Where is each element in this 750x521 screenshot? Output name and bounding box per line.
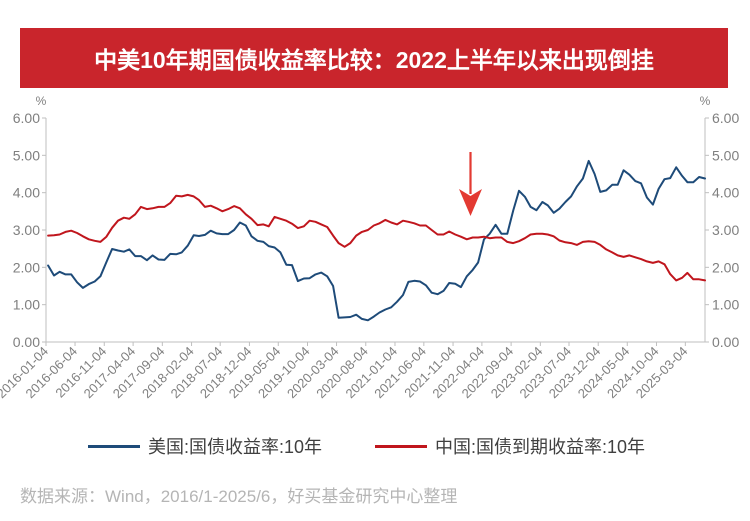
y-tick-label-left: 1.00	[13, 297, 40, 313]
y-tick-label-left: 3.00	[13, 222, 40, 238]
y-tick-label-right: 4.00	[712, 185, 739, 201]
legend-swatch-us	[88, 444, 140, 448]
y-tick-label-left: 6.00	[13, 110, 40, 126]
legend-label-us: 美国:国债收益率:10年	[148, 437, 323, 457]
arrow-head	[459, 189, 482, 216]
y-tick-label-left: 4.00	[13, 185, 40, 201]
y-tick-label-right: 6.00	[712, 110, 739, 126]
y-tick-label-left: 5.00	[13, 147, 40, 163]
series-line-us	[47, 159, 706, 322]
y-unit-left: %	[36, 94, 47, 108]
chart-title: 中美10年期国债收益率比较：2022上半年以来出现倒挂	[20, 28, 728, 88]
legend-item-us: 美国:国债收益率:10年	[88, 434, 322, 458]
line-chart: % % 0.00 0.00 1.00 1.00 2.00 2.00 3.00 3.00 4.00…	[0, 94, 739, 401]
annotation-arrow	[459, 152, 482, 216]
y-tick-label-right: 3.00	[712, 222, 739, 238]
series-line-cn	[47, 193, 706, 282]
legend-item-cn: 中国:国债到期收益率:10年	[375, 434, 645, 458]
y-unit-right: %	[700, 94, 711, 108]
y-tick-label-left: 2.00	[13, 259, 40, 275]
legend-swatch-cn	[375, 444, 427, 448]
y-tick-label-left: 0.00	[13, 334, 40, 350]
source-note: 数据来源：Wind，2016/1-2025/6，好买基金研究中心整理	[20, 487, 458, 506]
y-tick-label-right: 1.00	[712, 297, 739, 313]
legend-label-cn: 中国:国债到期收益率:10年	[435, 437, 646, 457]
plot-area: 0.00 0.00 1.00 1.00 2.00 2.00 3.00 3.00 4.00 4.00…	[0, 110, 739, 401]
y-tick-label-right: 5.00	[712, 147, 739, 163]
y-tick-label-right: 2.00	[712, 259, 739, 275]
y-tick-label-right: 0.00	[712, 334, 739, 350]
